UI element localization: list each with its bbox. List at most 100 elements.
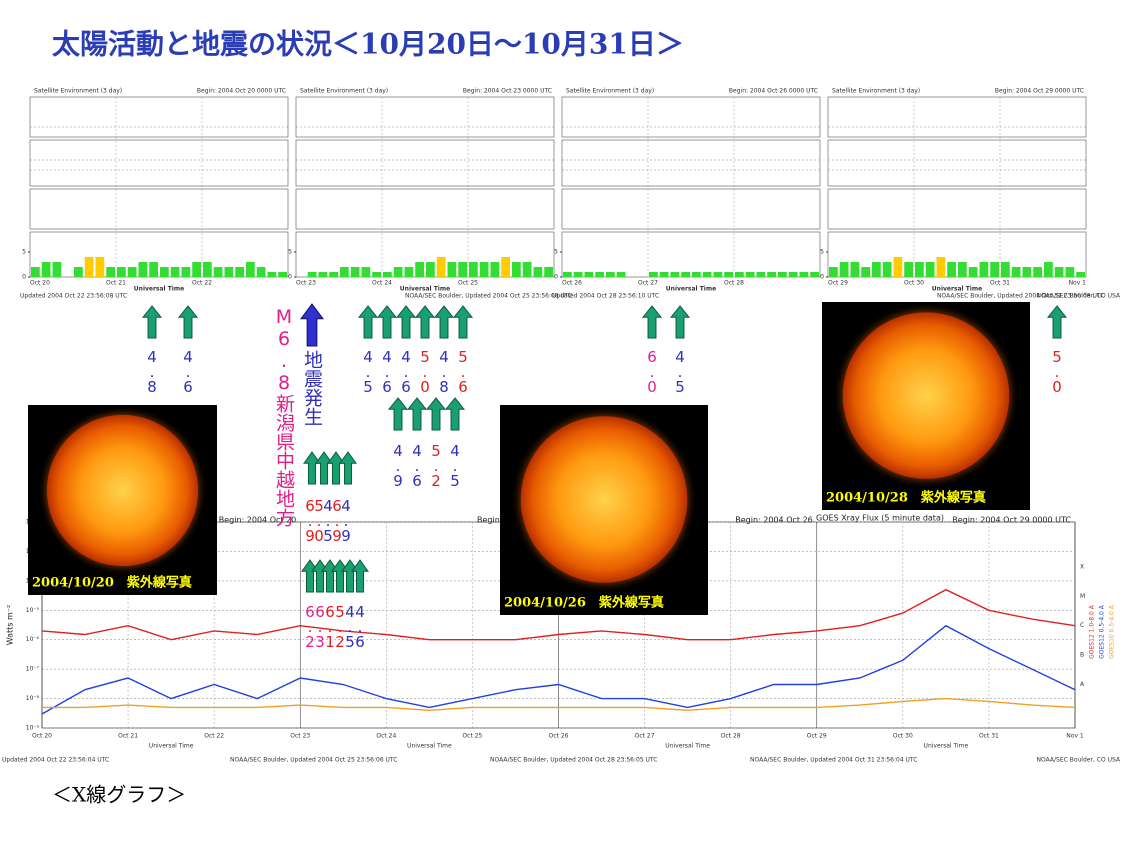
sub-panel-frame	[29, 139, 289, 187]
kp-bar	[404, 267, 414, 277]
kp-bar	[447, 262, 457, 277]
arrow	[444, 397, 466, 431]
caption: ＜X線グラフ＞	[52, 783, 186, 807]
quake-magnitude: 4.6	[351, 603, 369, 648]
quake-magnitude: 4.5	[671, 348, 689, 393]
kp-bar	[52, 262, 62, 277]
kp-bar	[490, 262, 500, 277]
arrow	[395, 305, 417, 339]
kp-bar	[778, 272, 787, 277]
day-label: Oct 24	[372, 280, 392, 287]
quake-magnitude: 4.5	[319, 497, 337, 542]
panel-header: Satellite Environment (3 day)	[34, 88, 122, 95]
day-label: Oct 25	[458, 280, 478, 287]
kp-bar	[307, 272, 317, 277]
legend-entry: GOES12 0.5-4.0 A	[1099, 604, 1106, 659]
kp-bar	[767, 272, 776, 277]
kp-bar	[383, 272, 392, 277]
kp-bar	[544, 267, 553, 277]
photo-caption: 2004/10/20 紫外線写真	[32, 575, 192, 591]
quake-magnitude: 5.2	[331, 603, 349, 648]
y-tick-label: 10⁻⁹	[26, 725, 40, 732]
kp-bar	[181, 267, 191, 277]
x-axis-label: Universal Time	[924, 743, 969, 750]
kp-bar	[573, 272, 583, 277]
kp-bar	[213, 267, 223, 277]
kp-bar	[1054, 267, 1064, 277]
sub-panel-frame	[561, 188, 821, 230]
kp-bar	[149, 262, 158, 277]
x-tick-label: Oct 21	[118, 733, 138, 740]
kp-bar	[1065, 267, 1075, 277]
x-tick-label: Oct 30	[893, 733, 913, 740]
sub-panel-frame	[295, 188, 555, 230]
kp-bar	[1001, 262, 1010, 277]
day-label: Oct 26	[562, 280, 582, 287]
arrow	[387, 397, 409, 431]
kp-bar	[702, 272, 712, 277]
arrow	[376, 305, 398, 339]
kp-bar	[1033, 267, 1042, 277]
kp-bar	[522, 262, 532, 277]
arrow	[315, 451, 333, 485]
photo-caption: 2004/10/28 紫外線写真	[826, 490, 986, 506]
arrow	[339, 451, 357, 485]
x-axis-label: Universal Time	[665, 743, 710, 750]
arrow	[641, 305, 663, 339]
kp-bar	[415, 262, 424, 277]
chart-title: GOES Xray Flux (5 minute data)	[816, 514, 944, 523]
kp-tick-label: 0	[288, 274, 292, 281]
day-label: Oct 28	[724, 280, 744, 287]
x-axis-label: Universal Time	[407, 743, 452, 750]
kp-bar	[350, 267, 360, 277]
x-tick-label: Oct 27	[635, 733, 655, 740]
kp-bar	[606, 272, 615, 277]
kp-bar	[861, 267, 870, 277]
arrow	[452, 305, 474, 339]
kp-tick-label: 0	[22, 274, 26, 281]
kp-bar	[915, 262, 924, 277]
sub-panel-frame	[561, 231, 821, 278]
kp-bar	[95, 257, 105, 277]
quake-magnitude: 6.2	[301, 603, 319, 648]
arrow	[300, 303, 324, 347]
quake-magnitude: 6.9	[328, 497, 346, 542]
quake-magnitude: 5.0	[416, 348, 434, 393]
y-tick-label: 10⁻⁵	[26, 607, 40, 614]
x-tick-label: Oct 26	[549, 733, 569, 740]
kp-bar	[224, 267, 234, 277]
kp-bar	[595, 272, 604, 277]
kp-bar	[106, 267, 115, 277]
kp-bar	[990, 262, 999, 277]
kp-bar	[127, 267, 137, 277]
flux-line	[42, 697, 1076, 712]
kp-bar	[799, 272, 809, 277]
sub-panel-frame	[827, 231, 1087, 278]
arrow	[327, 451, 345, 485]
day-label: Oct 31	[990, 280, 1010, 287]
arrow	[303, 451, 321, 485]
kp-tick-label: 5	[22, 249, 26, 256]
kp-bar	[904, 262, 913, 277]
kp-bar	[649, 272, 658, 277]
x-tick-label: Nov 1	[1066, 733, 1084, 740]
kp-bar	[256, 267, 266, 277]
kp-tick-label: 0	[820, 274, 824, 281]
panel-footer: NOAA/SEC Boulder, Updated 2004 Oct 25 23…	[405, 293, 572, 300]
panel-header: Begin: 2004 Oct 26 0000 UTC	[729, 88, 818, 95]
quake-magnitude: 4.6	[408, 442, 426, 487]
arrow	[1046, 305, 1068, 339]
sub-panel-frame	[29, 231, 289, 278]
kp-bar	[329, 272, 338, 277]
legend-entry: GOES12 1.0-8.0 A	[1089, 604, 1096, 659]
kp-bar	[372, 272, 381, 277]
kp-bar	[872, 262, 881, 277]
flare-class-label: B	[1080, 652, 1084, 659]
kp-bar	[659, 272, 669, 277]
sub-panel-frame	[561, 96, 821, 138]
panel-header: Begin: 2004 Oct 29 0000 UTC	[995, 88, 1084, 95]
axis-label: Universal Time	[666, 286, 716, 293]
